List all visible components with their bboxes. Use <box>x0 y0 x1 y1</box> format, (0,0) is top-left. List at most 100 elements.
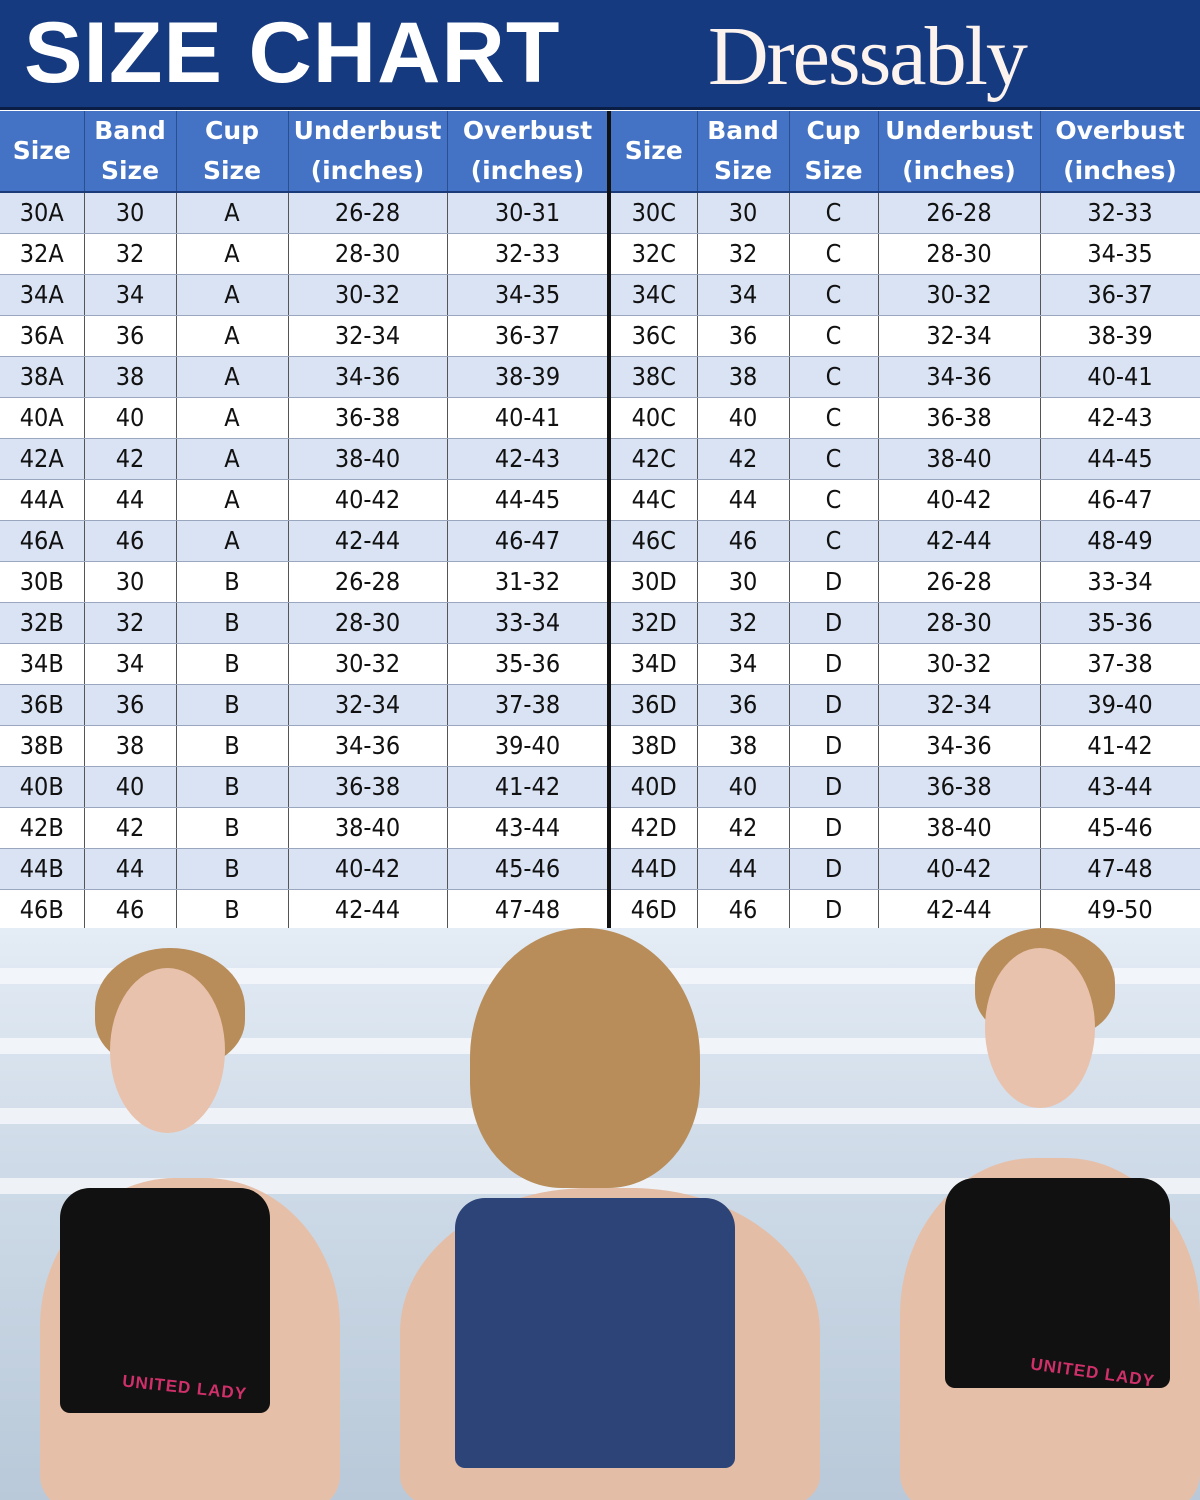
column-header-line: Band <box>707 116 779 145</box>
table-cell: D <box>789 848 879 890</box>
table-row: 38C 38 C 34-36 40-41 <box>611 356 1200 398</box>
table-cell: D <box>789 725 879 767</box>
table-cell: 38A <box>0 356 85 398</box>
table-cell: 38 <box>84 725 177 767</box>
table-cell: B <box>176 684 289 726</box>
table-cell: 44 <box>697 848 790 890</box>
table-cell: B <box>176 848 289 890</box>
column-header-line: Size <box>624 136 683 165</box>
table-cell: 40 <box>697 397 790 439</box>
table-cell: 44A <box>0 479 85 521</box>
table-cell: 34 <box>84 274 177 316</box>
table-cell: 36-37 <box>447 315 609 357</box>
table-cell: 31-32 <box>447 561 609 603</box>
table-cell: 43-44 <box>1040 766 1200 808</box>
table-row: 34B 34 B 30-32 35-36 <box>0 643 609 685</box>
table-cell: 32B <box>0 602 85 644</box>
table-cell: 32 <box>84 602 177 644</box>
table-cell: 42 <box>84 807 177 849</box>
table-cell: B <box>176 643 289 685</box>
table-cell: 46A <box>0 520 85 562</box>
table-cell: 40B <box>0 766 85 808</box>
table-cell: 45-46 <box>1040 807 1200 849</box>
table-cell: 32A <box>0 233 85 275</box>
table-cell: 30-32 <box>288 643 448 685</box>
table-cell: B <box>176 807 289 849</box>
table-cell: 49-50 <box>1040 889 1200 931</box>
table-cell: 30D <box>611 561 698 603</box>
table-cell: C <box>789 192 879 234</box>
table-cell: 42-43 <box>1040 397 1200 439</box>
table-cell: C <box>789 438 879 480</box>
table-cell: 41-42 <box>1040 725 1200 767</box>
table-cell: 36 <box>84 684 177 726</box>
size-table-a-b: Size Band Size Cup Size Underbust (inches) Over… <box>0 111 609 931</box>
table-cell: D <box>789 766 879 808</box>
column-header-line: Size <box>100 156 160 185</box>
table-cell: 32-34 <box>878 684 1041 726</box>
table-cell: 34-36 <box>288 725 448 767</box>
table-cell: 39-40 <box>1040 684 1200 726</box>
table-row: 30D 30 D 26-28 33-34 <box>611 561 1200 603</box>
column-header-line: (inches) <box>470 156 585 185</box>
table-cell: 40 <box>84 397 177 439</box>
table-cell: 26-28 <box>878 192 1041 234</box>
navy-sports-bra-back <box>455 1198 735 1468</box>
table-cell: 28-30 <box>288 233 448 275</box>
table-cell: B <box>176 766 289 808</box>
table-cell: 32-34 <box>878 315 1041 357</box>
column-header-line: Size <box>12 136 71 165</box>
table-cell: 30-32 <box>878 274 1041 316</box>
table-cell: 46 <box>84 889 177 931</box>
table-cell: 38B <box>0 725 85 767</box>
table-cell: 40D <box>611 766 698 808</box>
table-cell: 38 <box>84 356 177 398</box>
table-cell: D <box>789 602 879 644</box>
table-cell: 30 <box>697 192 790 234</box>
table-cell: 28-30 <box>878 602 1041 644</box>
table-cell: A <box>176 520 289 562</box>
table-row: 46C 46 C 42-44 48-49 <box>611 520 1200 562</box>
table-row: 32B 32 B 28-30 33-34 <box>0 602 609 644</box>
table-cell: 30 <box>697 561 790 603</box>
table-cell: 33-34 <box>447 602 609 644</box>
table-row: 34C 34 C 30-32 36-37 <box>611 274 1200 316</box>
table-cell: 35-36 <box>447 643 609 685</box>
table-cell: 38-39 <box>447 356 609 398</box>
black-sports-bra-front <box>60 1188 270 1413</box>
table-cell: 39-40 <box>447 725 609 767</box>
table-cell: 46 <box>697 889 790 931</box>
table-row: 36C 36 C 32-34 38-39 <box>611 315 1200 357</box>
column-header-line: Underbust <box>885 116 1033 145</box>
column-header-line: Overbust <box>1055 116 1185 145</box>
size-table-c-d: Size Band Size Cup Size Underbust (inches) Over… <box>611 111 1200 931</box>
table-row: 40A 40 A 36-38 40-41 <box>0 397 609 439</box>
table-cell: 42-43 <box>447 438 609 480</box>
table-cell: 32 <box>697 602 790 644</box>
table-cell: 32-34 <box>288 684 448 726</box>
column-header: Cup Size <box>789 111 879 193</box>
table-cell: 34D <box>611 643 698 685</box>
table-cell: 48-49 <box>1040 520 1200 562</box>
column-header-line: Underbust <box>293 116 442 145</box>
table-row: 44C 44 C 40-42 46-47 <box>611 479 1200 521</box>
table-cell: 41-42 <box>447 766 609 808</box>
table-row: 42D 42 D 38-40 45-46 <box>611 807 1200 849</box>
table-cell: 42-44 <box>878 520 1041 562</box>
table-cell: 36 <box>697 315 790 357</box>
table-cell: 30 <box>84 192 177 234</box>
table-cell: 30-32 <box>288 274 448 316</box>
table-row: 34D 34 D 30-32 37-38 <box>611 643 1200 685</box>
table-cell: 30C <box>611 192 698 234</box>
table-cell: 42 <box>697 807 790 849</box>
column-header-line: (inches) <box>310 156 425 185</box>
table-cell: 38-40 <box>878 807 1041 849</box>
table-cell: 36-38 <box>288 766 448 808</box>
table-cell: 38 <box>697 725 790 767</box>
table-cell: D <box>789 807 879 849</box>
table-row: 32C 32 C 28-30 34-35 <box>611 233 1200 275</box>
table-row: 44B 44 B 40-42 45-46 <box>0 848 609 890</box>
table-cell: A <box>176 356 289 398</box>
table-cell: B <box>176 725 289 767</box>
table-row: 42B 42 B 38-40 43-44 <box>0 807 609 849</box>
